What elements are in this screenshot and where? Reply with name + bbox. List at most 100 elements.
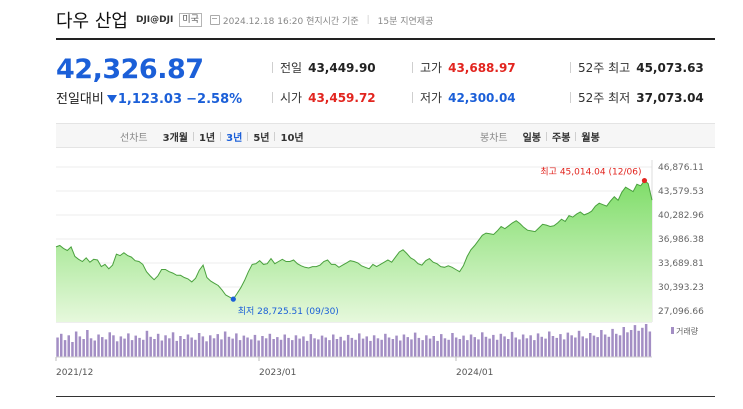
volume-bar [402,334,406,357]
volume-bar [525,338,529,358]
stock-title: 다우 산업 [56,11,128,32]
volume-bar [566,332,570,357]
candle-monthly[interactable]: 월봉 [581,133,600,144]
volume-bar [197,333,201,357]
volume-bar [205,341,208,358]
volume-bar [428,338,432,357]
volume-bar [607,336,611,358]
y-tick-label: 27,096.66 [658,307,704,317]
volume-bar [246,337,249,357]
price-line [55,179,653,300]
stat-52w-high: 52주 최고 45,073.63 [570,59,704,76]
volume-label: 거래량 [676,326,699,336]
period-5y[interactable]: 5년 [253,133,270,144]
period-10y[interactable]: 10년 [280,133,304,144]
volume-bar [421,340,424,357]
volume-bar [596,337,599,357]
volume-bar [276,337,279,357]
volume-bar [145,330,149,358]
timestamp-text: 2024.12.18 16:20 현지시간 기준 [222,16,359,27]
volume-bar [585,338,588,358]
y-tick-label: 43,579.53 [658,187,704,197]
volume-bar [637,330,640,358]
y-tick-label: 40,282.96 [658,211,704,221]
volume-bar [350,337,354,357]
volume-bar [309,334,313,357]
volume-bar [130,340,134,357]
y-axis: 46,876.11 43,579.53 40,282.96 36,986.38 33,6… [658,163,704,317]
volume-bar [343,340,346,357]
volume-bar [242,335,246,357]
period-selector: 선차트 3개월 1년 3년 5년 10년 봉차트 일봉 주봉 월봉 [56,123,715,148]
volume-bar [71,342,74,357]
volume-bar [484,336,488,358]
volume-bar [253,334,257,357]
x-tick-label: 2023/01 [259,368,296,378]
market-badge: 미국 [179,13,202,27]
price-area [56,180,652,322]
volume-bar [261,336,264,357]
volume-bar [119,336,123,357]
volume-bar [142,339,145,358]
volume-bar [250,339,253,357]
candle-weekly[interactable]: 주봉 [552,133,571,144]
volume-bar [559,334,562,357]
volume-bar [507,339,510,357]
volume-bar [443,338,447,358]
volume-bar [168,338,171,358]
change-percent: −2.58% [186,92,243,107]
current-price: 42,326.87 [56,54,204,85]
volume-bar [171,332,175,358]
volume-bar [462,335,465,357]
candle-daily[interactable]: 일봉 [522,133,542,144]
volume-bar [521,334,525,357]
volume-bar [447,339,450,358]
x-tick-label: 2021/12 [56,368,93,378]
volume-bar [641,327,644,358]
volume-bar [279,339,283,358]
volume-bar [369,340,372,357]
period-1y[interactable]: 1년 [198,133,216,144]
volume-bar [618,335,622,358]
volume-bar [436,340,439,357]
volume-bar [440,334,443,357]
period-3y[interactable]: 3년 [226,133,243,144]
period-3m[interactable]: 3개월 [162,133,188,144]
volume-bar [138,337,141,357]
volume-bar [648,331,652,357]
volume-bar [302,336,305,357]
volume-bar [395,335,398,357]
volume-bar [227,336,231,358]
volume-bar [477,339,480,357]
down-triangle-icon [106,95,117,103]
calendar-icon [209,14,220,25]
high-marker [641,177,648,184]
volume-bar [134,335,137,357]
volume-bar [294,335,298,358]
volume-bar [257,340,260,357]
header-divider [56,38,715,40]
volume-bar [540,336,543,358]
volume-bar [555,337,558,357]
volume-bars: 거래량 [56,324,699,358]
volume-bar [324,337,327,357]
volume-bar [626,332,629,358]
volume-bar [548,331,551,357]
change-label: 전일대비 [56,92,104,107]
volume-bar [320,335,324,357]
volume-bar [63,340,67,357]
y-tick-label: 46,876.11 [658,163,704,173]
volume-bar [209,335,212,358]
volume-bar [56,337,59,357]
stat-high: 고가 43,688.97 [412,59,516,76]
volume-bar [67,335,70,358]
volume-bar [384,333,387,358]
volume-bar [629,330,633,357]
x-axis: 2021/12 2023/01 2024/01 [55,357,493,378]
change-amount: 1,123.03 [117,92,182,107]
volume-bar [216,334,219,357]
stat-open: 시가 43,459.72 [272,89,376,106]
volume-bar [536,333,540,357]
volume-bar [101,337,104,357]
